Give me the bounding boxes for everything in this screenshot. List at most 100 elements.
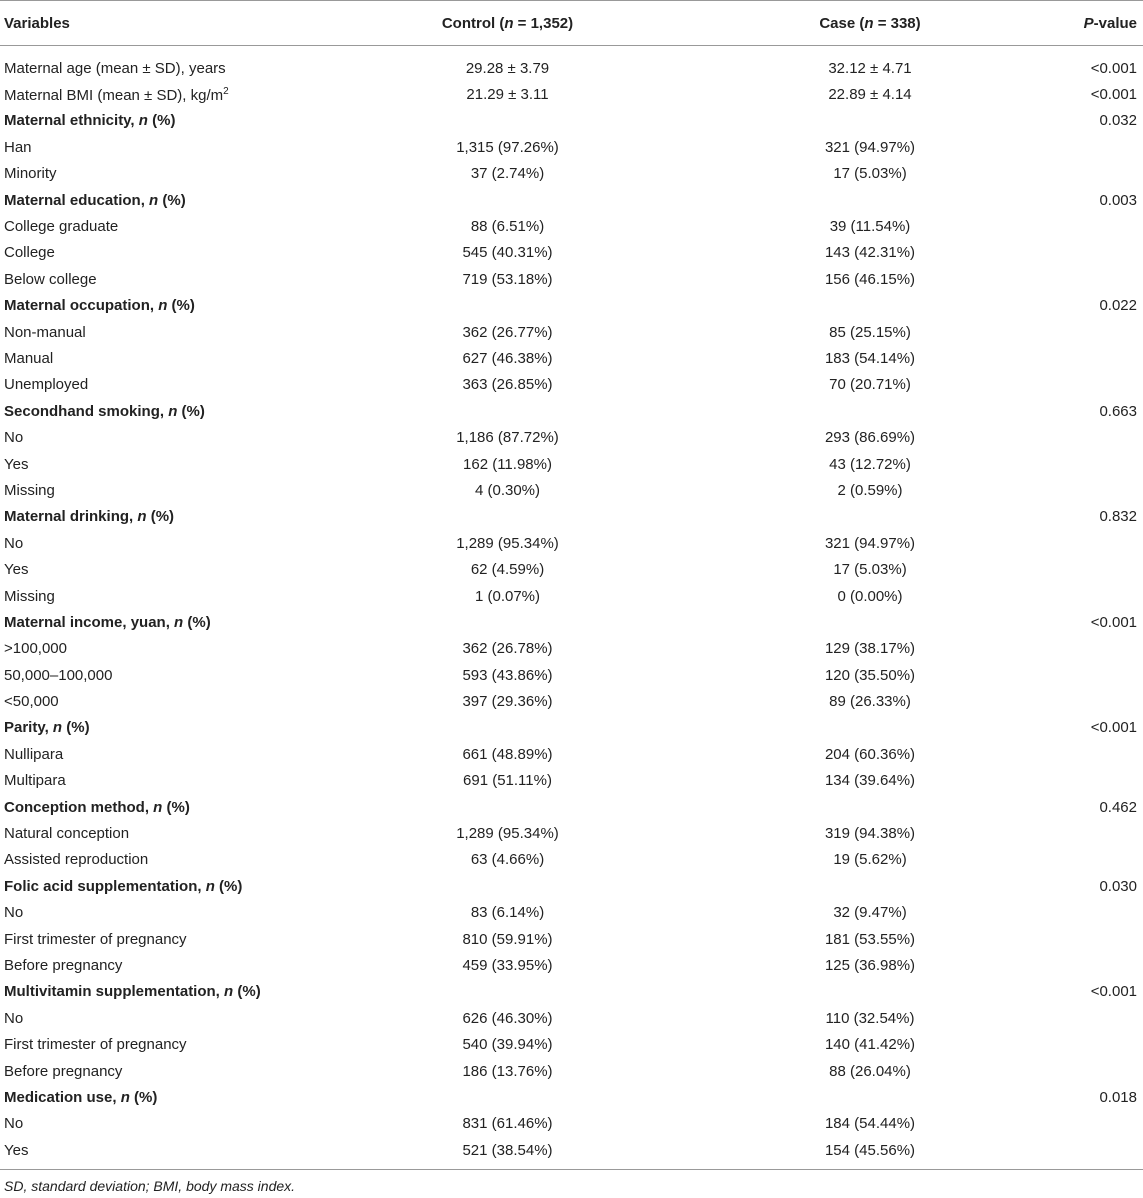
label-text: Yes xyxy=(4,1141,29,1159)
column-header-control: Control (n = 1,352) xyxy=(320,0,695,46)
category-header-row: Maternal income, yuan, n (%) <0.001 xyxy=(0,609,1143,635)
label-n-italic: n xyxy=(168,402,178,420)
case-value xyxy=(695,794,1045,820)
table-row: First trimester of pregnancy 810 (59.91%)… xyxy=(0,926,1143,952)
p-value xyxy=(1045,266,1143,292)
case-value xyxy=(695,293,1045,319)
table-row: Yes 521 (38.54%) 154 (45.56%) xyxy=(0,1137,1143,1171)
label-text: Folic acid supplementation, xyxy=(4,877,206,895)
table-row: <50,000 397 (29.36%) 89 (26.33%) xyxy=(0,688,1143,714)
table-row: Unemployed 363 (26.85%) 70 (20.71%) xyxy=(0,372,1143,398)
p-value xyxy=(1045,530,1143,556)
p-value xyxy=(1045,1111,1143,1137)
case-value: 19 (5.62%) xyxy=(833,851,907,869)
label-text: College graduate xyxy=(4,218,119,236)
table-row: Before pregnancy 186 (13.76%) 88 (26.04%) xyxy=(0,1058,1143,1084)
case-value: 319 (94.38%) xyxy=(824,825,916,843)
label-suffix: (%) xyxy=(162,798,190,816)
label-suffix: (%) xyxy=(183,613,211,631)
label-n-italic: n xyxy=(52,719,63,737)
case-value: 143 (42.31%) xyxy=(824,244,916,262)
table-header: Variables Control (n = 1,352) Case (n = … xyxy=(0,0,1143,46)
label-text: No xyxy=(4,1115,24,1133)
control-value: 63 (4.66%) xyxy=(470,851,545,869)
label-text: Maternal drinking, xyxy=(4,508,138,526)
p-value xyxy=(1045,952,1143,978)
label-suffix: (%) xyxy=(177,402,205,420)
case-value: 321 (94.97%) xyxy=(824,534,916,552)
case-value: 120 (35.50%) xyxy=(824,666,916,684)
case-value: 32.12 ± 4.71 xyxy=(828,59,912,77)
label-suffix: (%) xyxy=(129,1088,158,1106)
label-text: No xyxy=(4,904,24,922)
control-value: 627 (46.38%) xyxy=(462,349,553,367)
control-value: 626 (46.30%) xyxy=(462,1009,553,1027)
control-value: 1,289 (95.34%) xyxy=(456,825,559,843)
row-label: <50,000 xyxy=(0,688,320,714)
row-label: No xyxy=(0,424,320,450)
case-value: 181 (53.55%) xyxy=(824,930,916,948)
label-n-italic: n xyxy=(120,1088,130,1106)
control-value: 363 (26.85%) xyxy=(462,376,553,394)
table-row: Minority 37 (2.74%) 17 (5.03%) xyxy=(0,161,1143,187)
case-value: 204 (60.36%) xyxy=(824,745,916,763)
control-value xyxy=(320,108,695,134)
control-value: 831 (61.46%) xyxy=(462,1115,553,1133)
control-value: 162 (11.98%) xyxy=(463,455,552,473)
control-value: 1,315 (97.26%) xyxy=(456,138,559,156)
table-row: No 1,186 (87.72%) 293 (86.69%) xyxy=(0,424,1143,450)
table-row: Assisted reproduction 63 (4.66%) 19 (5.62%… xyxy=(0,847,1143,873)
p-value: 0.003 xyxy=(1099,191,1137,209)
p-value xyxy=(1045,319,1143,345)
row-label: First trimester of pregnancy xyxy=(0,1031,320,1057)
p-value xyxy=(1045,1058,1143,1084)
p-value xyxy=(1045,372,1143,398)
label-suffix: (%) xyxy=(158,191,186,209)
table-row: 50,000–100,000 593 (43.86%) 120 (35.50%) xyxy=(0,662,1143,688)
label-text: Assisted reproduction xyxy=(4,851,149,869)
column-header-case: Case (n = 338) xyxy=(695,0,1045,46)
p-value: <0.001 xyxy=(1090,983,1137,1001)
label-text: Natural conception xyxy=(4,825,130,843)
category-header-row: Medication use, n (%) 0.018 xyxy=(0,1084,1143,1110)
label-text: Maternal ethnicity, xyxy=(4,112,139,130)
row-label: Below college xyxy=(0,266,320,292)
label-text: Maternal age (mean ± SD), years xyxy=(4,59,226,77)
p-value: 0.018 xyxy=(1099,1088,1137,1106)
table-row: First trimester of pregnancy 540 (39.94%)… xyxy=(0,1031,1143,1057)
table-row: Missing 4 (0.30%) 2 (0.59%) xyxy=(0,477,1143,503)
control-value: 719 (53.18%) xyxy=(462,270,553,288)
table-row: No 1,289 (95.34%) 321 (94.97%) xyxy=(0,530,1143,556)
category-header-row: Maternal drinking, n (%) 0.832 xyxy=(0,504,1143,530)
case-value xyxy=(695,187,1045,213)
label-n-italic: n xyxy=(153,798,163,816)
case-value: 43 (12.72%) xyxy=(829,455,911,473)
case-value: 17 (5.03%) xyxy=(833,165,907,183)
case-value: 2 (0.59%) xyxy=(837,481,903,499)
control-value: 1,289 (95.34%) xyxy=(456,534,559,552)
case-value: 110 (32.54%) xyxy=(825,1009,915,1027)
case-value xyxy=(695,398,1045,424)
p-value xyxy=(1045,662,1143,688)
category-label: Maternal occupation, n (%) xyxy=(0,293,320,319)
case-value: 156 (46.15%) xyxy=(824,270,916,288)
row-label: Nullipara xyxy=(0,741,320,767)
category-label: Secondhand smoking, n (%) xyxy=(0,398,320,424)
row-label: Multipara xyxy=(0,768,320,794)
p-value: <0.001 xyxy=(1090,613,1137,631)
table-row: College graduate 88 (6.51%) 39 (11.54%) xyxy=(0,213,1143,239)
p-value: 0.462 xyxy=(1099,798,1137,816)
row-label: Natural conception xyxy=(0,820,320,846)
column-header-p-post: -value xyxy=(1093,14,1137,32)
label-text: Maternal BMI (mean ± SD), kg/m xyxy=(4,86,224,104)
category-header-row: Maternal occupation, n (%) 0.022 xyxy=(0,293,1143,319)
p-value: <0.001 xyxy=(1090,719,1137,737)
table-row: Non-manual 362 (26.77%) 85 (25.15%) xyxy=(0,319,1143,345)
p-value: <0.001 xyxy=(1090,59,1137,77)
p-value xyxy=(1045,424,1143,450)
label-text: Multipara xyxy=(4,772,66,790)
p-value: 0.022 xyxy=(1099,297,1137,315)
p-value: 0.832 xyxy=(1099,508,1137,526)
table-row: College 545 (40.31%) 143 (42.31%) xyxy=(0,240,1143,266)
control-value: 545 (40.31%) xyxy=(462,244,553,262)
